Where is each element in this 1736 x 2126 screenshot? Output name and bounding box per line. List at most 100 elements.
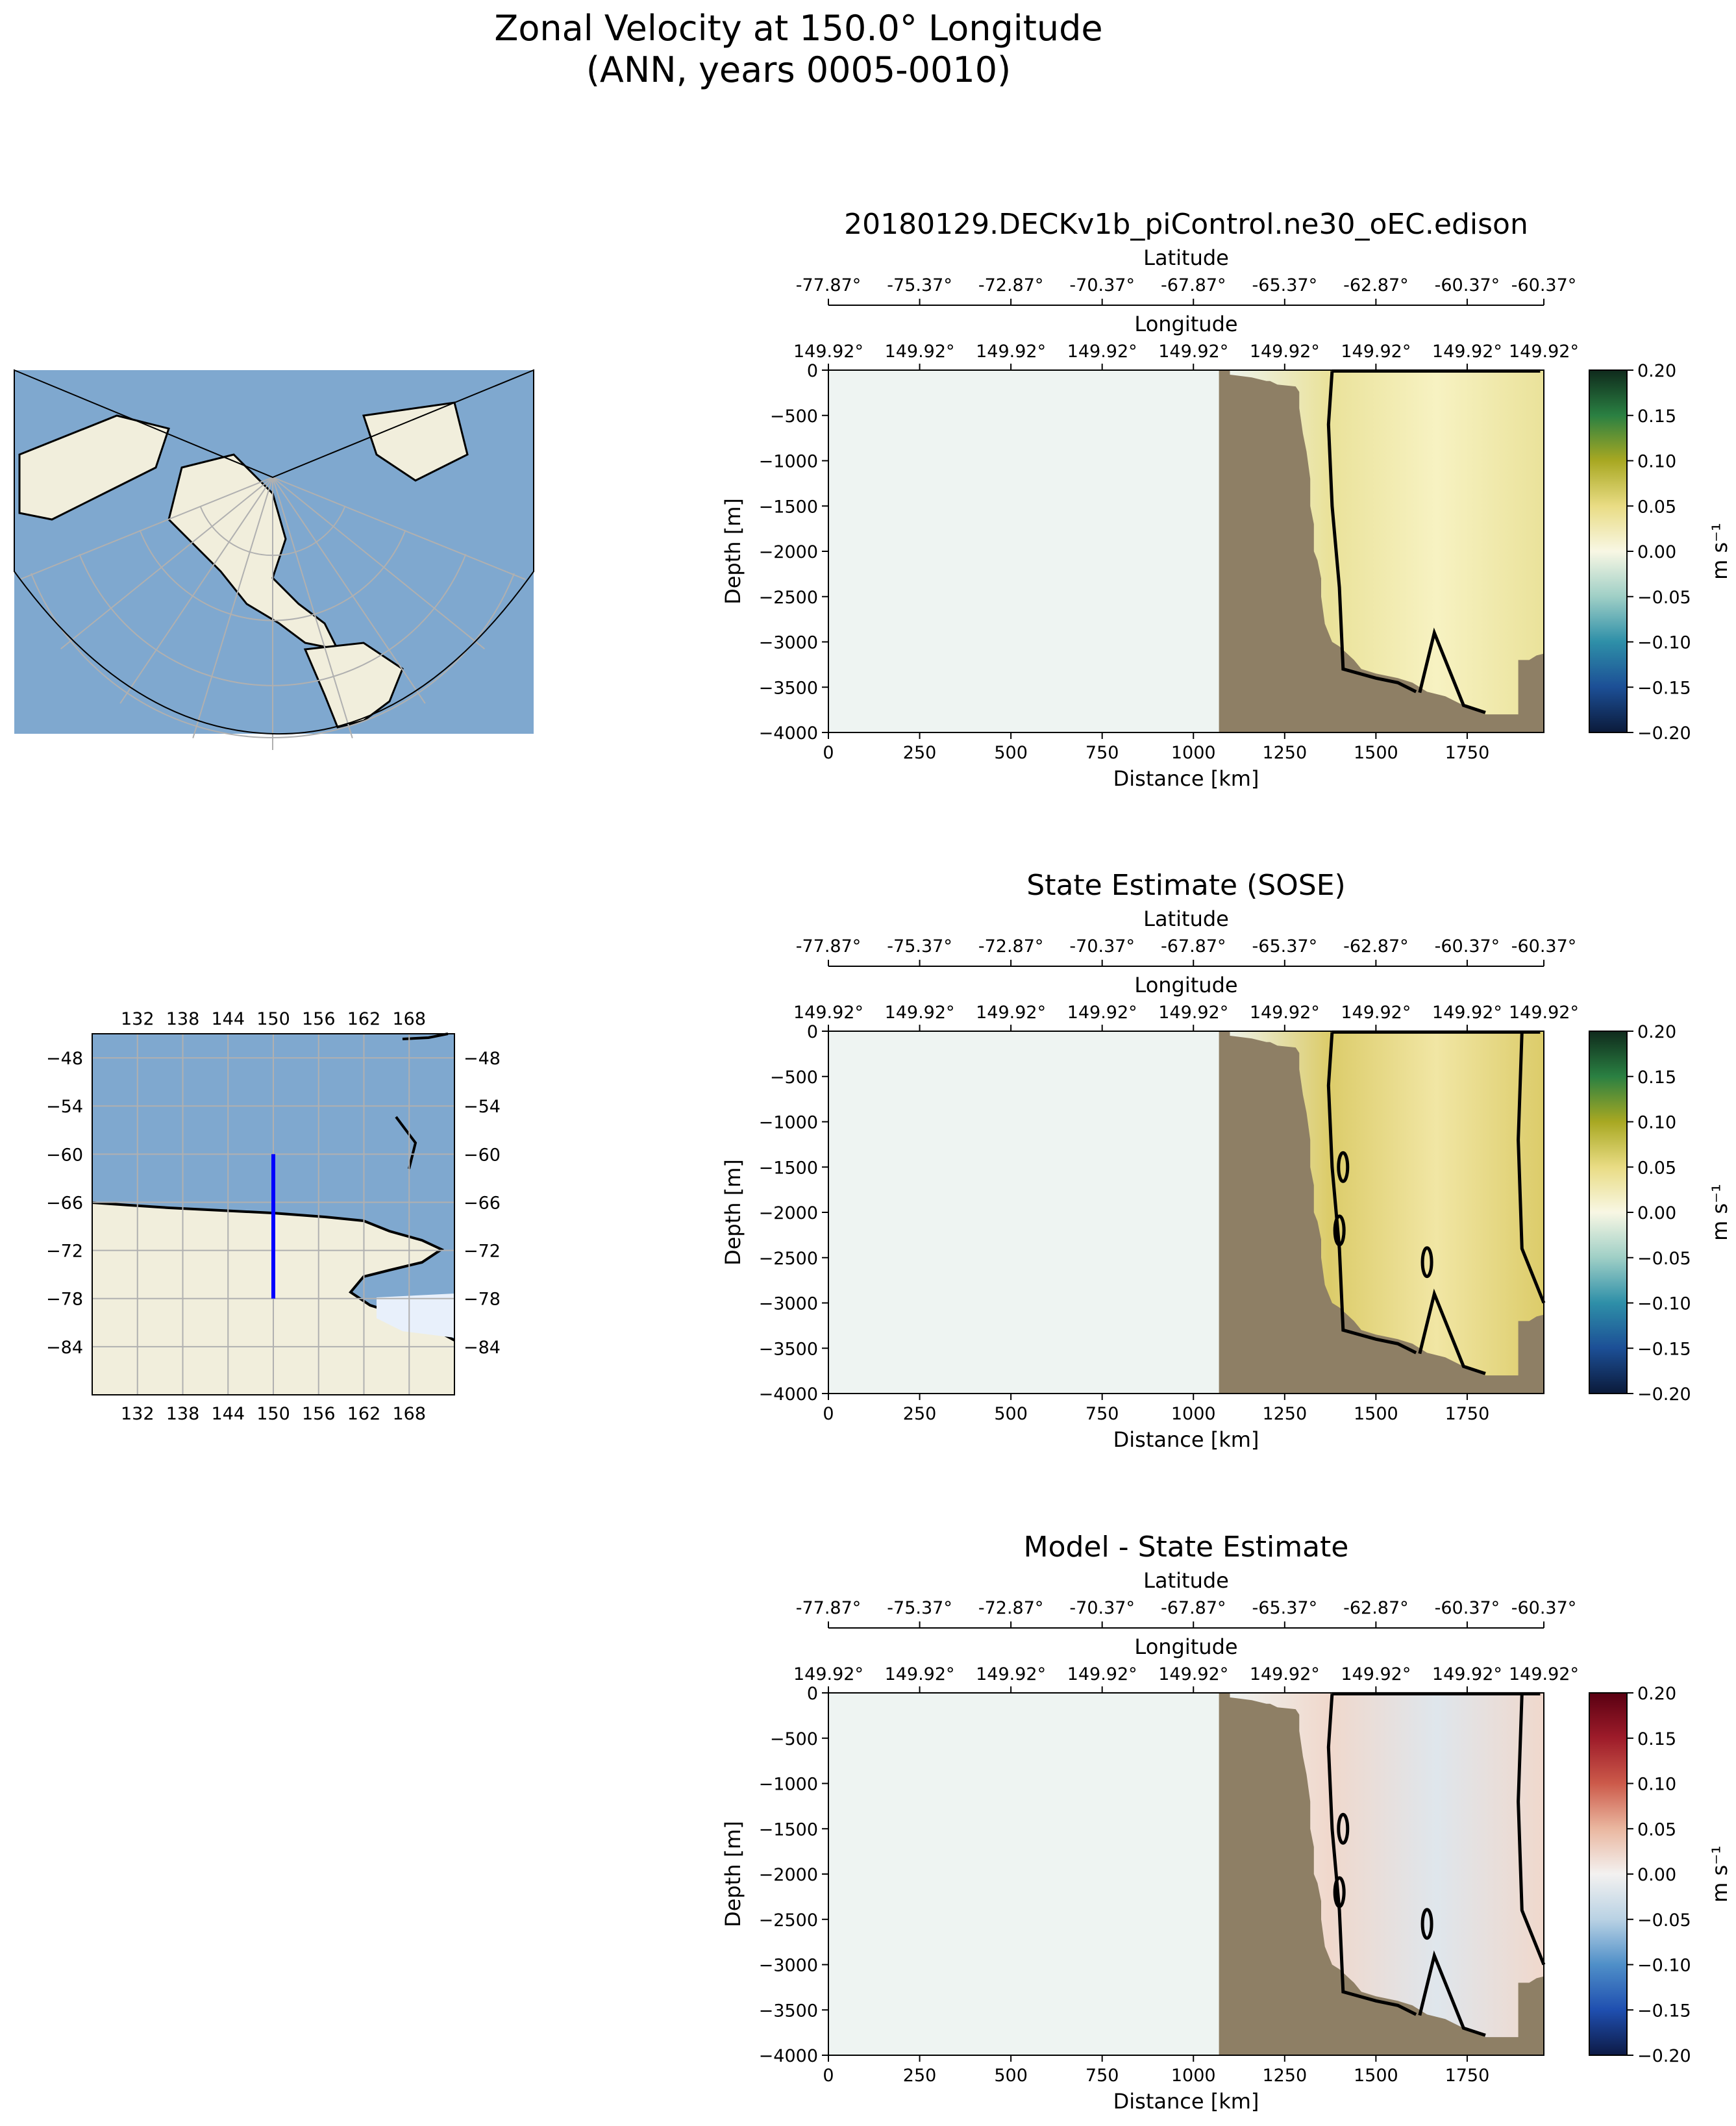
overview-meridian-1 [60,477,273,650]
longitude-tick-label: 149.92° [1158,1664,1228,1684]
y-tick-label: −3000 [759,633,818,653]
x-tick-label: 1750 [1445,743,1490,763]
longitude-tick-label: 149.92° [976,1664,1046,1684]
colorbar-tick-label: −0.05 [1637,1910,1691,1931]
y-tick-label: −3500 [759,678,818,698]
x-tick-label: 1500 [1354,2066,1398,2086]
x-tick-label: 250 [903,2066,937,2086]
longitude-tick-label: 149.92° [1432,1003,1502,1023]
latitude-tick-label: -60.37° [1435,936,1500,957]
x-axis-label: Distance [km] [1113,766,1259,791]
figure-title-line2: (ANN, years 0005-0010) [586,49,1011,90]
overview-land-greenland [362,401,469,482]
latitude-tick-label: -60.37° [1511,1598,1577,1618]
overview-land-asia [18,414,170,521]
zero-contour [1517,1032,1546,1304]
closed-contour [1333,1876,1346,1908]
inset-x-tick-bottom: 132 [121,1404,155,1424]
x-tick-label: 500 [994,1404,1028,1424]
colorbar-tick-label: −0.15 [1637,678,1691,698]
colorbar-tick-label: 0.05 [1637,1158,1676,1178]
y-axis-label: Depth [m] [721,1159,745,1266]
colorbar-tick-label: 0.20 [1637,1022,1676,1042]
y-tick-label: 0 [807,1022,818,1042]
latitude-tick-label: -77.87° [796,275,862,295]
zero-contour [1326,371,1417,694]
x-tick-label: 250 [903,743,937,763]
velocity-field [828,1031,1544,1394]
colorbar-tick-label: 0.00 [1637,542,1676,562]
latitude-tick-label: -60.37° [1511,275,1577,295]
latitude-axis-label: Latitude [1143,907,1229,931]
colorbar-tick-label: 0.15 [1637,1729,1676,1749]
latitude-tick-label: -67.87° [1161,275,1226,295]
overview-meridian-0 [19,477,273,581]
y-tick-label: −4000 [759,2046,818,2066]
latitude-tick-label: -75.37° [887,275,952,295]
colorbar-tick-label: −0.05 [1637,1249,1691,1269]
longitude-tick-label: 149.92° [885,1003,955,1023]
overview-map-boundary [14,369,534,735]
x-tick-label: 500 [994,743,1028,763]
x-tick-label: 750 [1085,743,1119,763]
latitude-tick-label: -75.37° [887,936,952,957]
inset-y-tick-left: −66 [46,1193,83,1213]
y-tick-label: −2000 [759,1203,818,1223]
latitude-tick-label: -70.37° [1069,936,1135,957]
y-tick-label: −2000 [759,1865,818,1885]
y-tick-label: −500 [770,1068,818,1088]
inset-x-tick-bottom: 156 [302,1404,336,1424]
zero-contour [1326,1032,1417,1355]
latitude-tick-label: -60.37° [1435,1598,1500,1618]
inset-y-tick-left: −78 [46,1290,83,1310]
y-tick-label: −3500 [759,2001,818,2021]
y-tick-label: 0 [807,361,818,381]
inset-map: 132 138 144 150 156 162 168 132 138 144 150 156 162… [46,1009,501,1424]
colorbar-fill [1589,370,1627,732]
longitude-tick-label: 149.92° [1509,342,1579,362]
longitude-tick-label: 149.92° [1250,1664,1320,1684]
y-tick-label: −3500 [759,1339,818,1359]
colorbar-tick-label: 0.00 [1637,1203,1676,1223]
inset-x-tick-top: 144 [211,1009,245,1029]
longitude-tick-label: 149.92° [1509,1003,1579,1023]
latitude-tick-label: -72.87° [978,275,1044,295]
latitude-tick-label: -65.37° [1252,936,1318,957]
inset-x-tick-top: 162 [347,1009,381,1029]
y-tick-label: −2500 [759,1249,818,1269]
inset-y-tick-left: −84 [46,1338,83,1358]
latitude-axis-label: Latitude [1143,1568,1229,1593]
longitude-tick-label: 149.92° [1341,1664,1411,1684]
y-tick-label: −1000 [759,452,818,472]
colorbar-tick-label: 0.20 [1637,361,1676,381]
overview-meridian-3 [192,477,273,738]
overview-meridian-2 [119,477,273,704]
x-tick-label: 1250 [1262,743,1307,763]
y-tick-label: −500 [770,406,818,427]
longitude-tick-label: 149.92° [1158,342,1228,362]
y-tick-label: −2500 [759,588,818,608]
inset-y-tick-right: −78 [464,1290,501,1310]
colorbar-tick-label: −0.20 [1637,723,1691,744]
x-tick-label: 1500 [1354,743,1398,763]
inset-y-tick-left: −48 [46,1049,83,1069]
longitude-tick-label: 149.92° [1067,342,1137,362]
inset-coastline [92,1201,455,1342]
x-tick-label: 0 [823,2066,834,2086]
closed-contour [1420,1908,1433,1940]
latitude-tick-label: -67.87° [1161,936,1226,957]
longitude-tick-label: 149.92° [1250,342,1320,362]
colorbar-tick-label: 0.05 [1637,497,1676,517]
colorbar-label: m s⁻¹ [1707,1845,1732,1903]
latitude-tick-label: -62.87° [1343,1598,1409,1618]
colorbar-fill [1589,1693,1627,2055]
colorbar-fill [1589,1031,1627,1394]
inset-x-tick-bottom: 138 [166,1404,200,1424]
colorbar-tick-label: −0.15 [1637,1339,1691,1359]
y-axis-label: Depth [m] [721,498,745,605]
longitude-tick-label: 149.92° [1067,1003,1137,1023]
colorbar-tick-label: 0.10 [1637,1775,1676,1795]
longitude-axis-label: Longitude [1134,312,1237,336]
longitude-tick-label: 149.92° [976,342,1046,362]
